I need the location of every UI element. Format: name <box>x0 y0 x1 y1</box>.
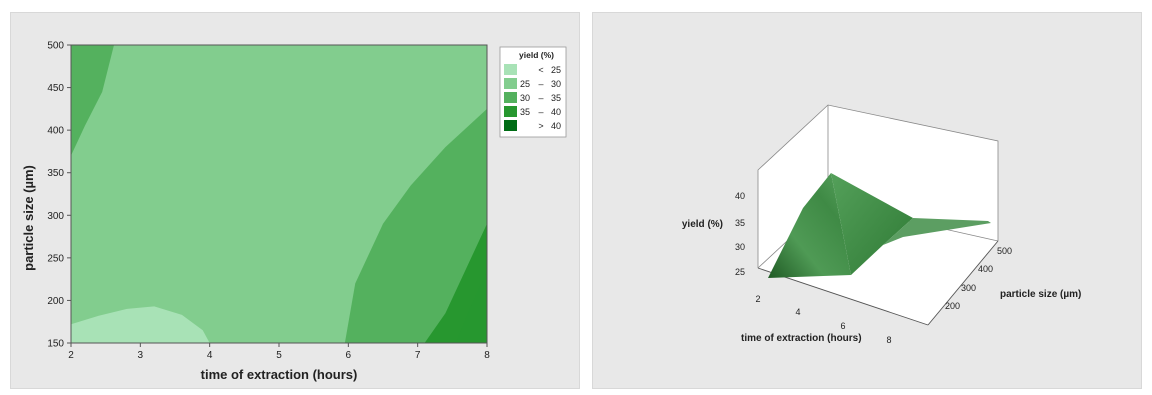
x-tick-label: 3 <box>138 350 144 361</box>
legend-label: – <box>538 79 543 89</box>
surface-z-tick-label: 40 <box>735 191 745 201</box>
contour-region-dark-core <box>455 270 487 343</box>
surface-plot-panel: yield (%) time of extraction (hours) par… <box>592 12 1142 389</box>
surface-z-tick-label: 30 <box>735 242 745 252</box>
y-tick-label: 350 <box>47 168 64 179</box>
contour-plot: 2 3 4 5 6 7 8 150 200 250 300 350 400 450 500 time of… <box>21 41 567 382</box>
legend-label: < <box>538 65 543 75</box>
contour-ylabel: particle size (µm) <box>21 165 36 271</box>
surface-x-tick-label: 2 <box>755 294 760 304</box>
x-tick-label: 2 <box>68 350 74 361</box>
contour-region-1 <box>71 306 210 343</box>
x-tick-label: 7 <box>415 350 421 361</box>
surface-xlabel: time of extraction (hours) <box>741 333 862 344</box>
y-tick-label: 300 <box>47 211 64 222</box>
contour-region-3 <box>344 108 487 343</box>
surface-x-tick-label: 6 <box>840 321 845 331</box>
surface-plot: yield (%) time of extraction (hours) par… <box>682 104 1081 345</box>
surface-mesh-light <box>831 173 913 275</box>
legend-label: 30 <box>551 79 561 89</box>
legend-swatch <box>504 92 517 103</box>
legend-title: yield (%) <box>519 50 554 60</box>
y-tick-label: 500 <box>47 41 64 52</box>
surface-mesh-dark <box>768 173 851 278</box>
surface-y-tick-label: 200 <box>945 301 960 311</box>
surface-z-tick-label: 25 <box>735 267 745 277</box>
legend-label: 25 <box>551 65 561 75</box>
contour-plot-panel: 2 3 4 5 6 7 8 150 200 250 300 350 400 450 500 time of… <box>10 12 580 389</box>
surface-zlabel: yield (%) <box>682 219 723 230</box>
legend-label: 35 <box>551 93 561 103</box>
legend-label: 40 <box>551 121 561 131</box>
contour-region-2 <box>71 45 114 156</box>
surface-x-tick-label: 4 <box>795 307 800 317</box>
legend-swatch <box>504 106 517 117</box>
surface-y-tick-label: 400 <box>978 264 993 274</box>
legend-label: – <box>538 93 543 103</box>
contour-xlabel: time of extraction (hours) <box>201 367 358 382</box>
surface-y-tick-label: 300 <box>961 283 976 293</box>
legend-label: 25 <box>520 79 530 89</box>
legend-label: 40 <box>551 107 561 117</box>
surface-mesh-tail <box>883 218 991 245</box>
x-tick-label: 4 <box>207 350 213 361</box>
y-tick-label: 450 <box>47 83 64 94</box>
x-tick-label: 8 <box>484 350 490 361</box>
legend-swatch <box>504 78 517 89</box>
surface-y-tick-label: 500 <box>997 246 1012 256</box>
legend-swatch <box>504 120 517 131</box>
surface-x-tick-label: 8 <box>886 335 891 345</box>
legend-label: 30 <box>520 93 530 103</box>
legend-label: > <box>538 121 543 131</box>
y-tick-label: 200 <box>47 296 64 307</box>
y-tick-label: 250 <box>47 253 64 264</box>
y-tick-label: 150 <box>47 339 64 350</box>
legend-swatch <box>504 64 517 75</box>
surface-z-tick-label: 35 <box>735 218 745 228</box>
legend-label: 35 <box>520 107 530 117</box>
x-tick-label: 5 <box>276 350 282 361</box>
surface-ylabel: particle size (µm) <box>1000 289 1081 300</box>
x-tick-label: 6 <box>346 350 352 361</box>
y-tick-label: 400 <box>47 126 64 137</box>
legend-label: – <box>538 107 543 117</box>
